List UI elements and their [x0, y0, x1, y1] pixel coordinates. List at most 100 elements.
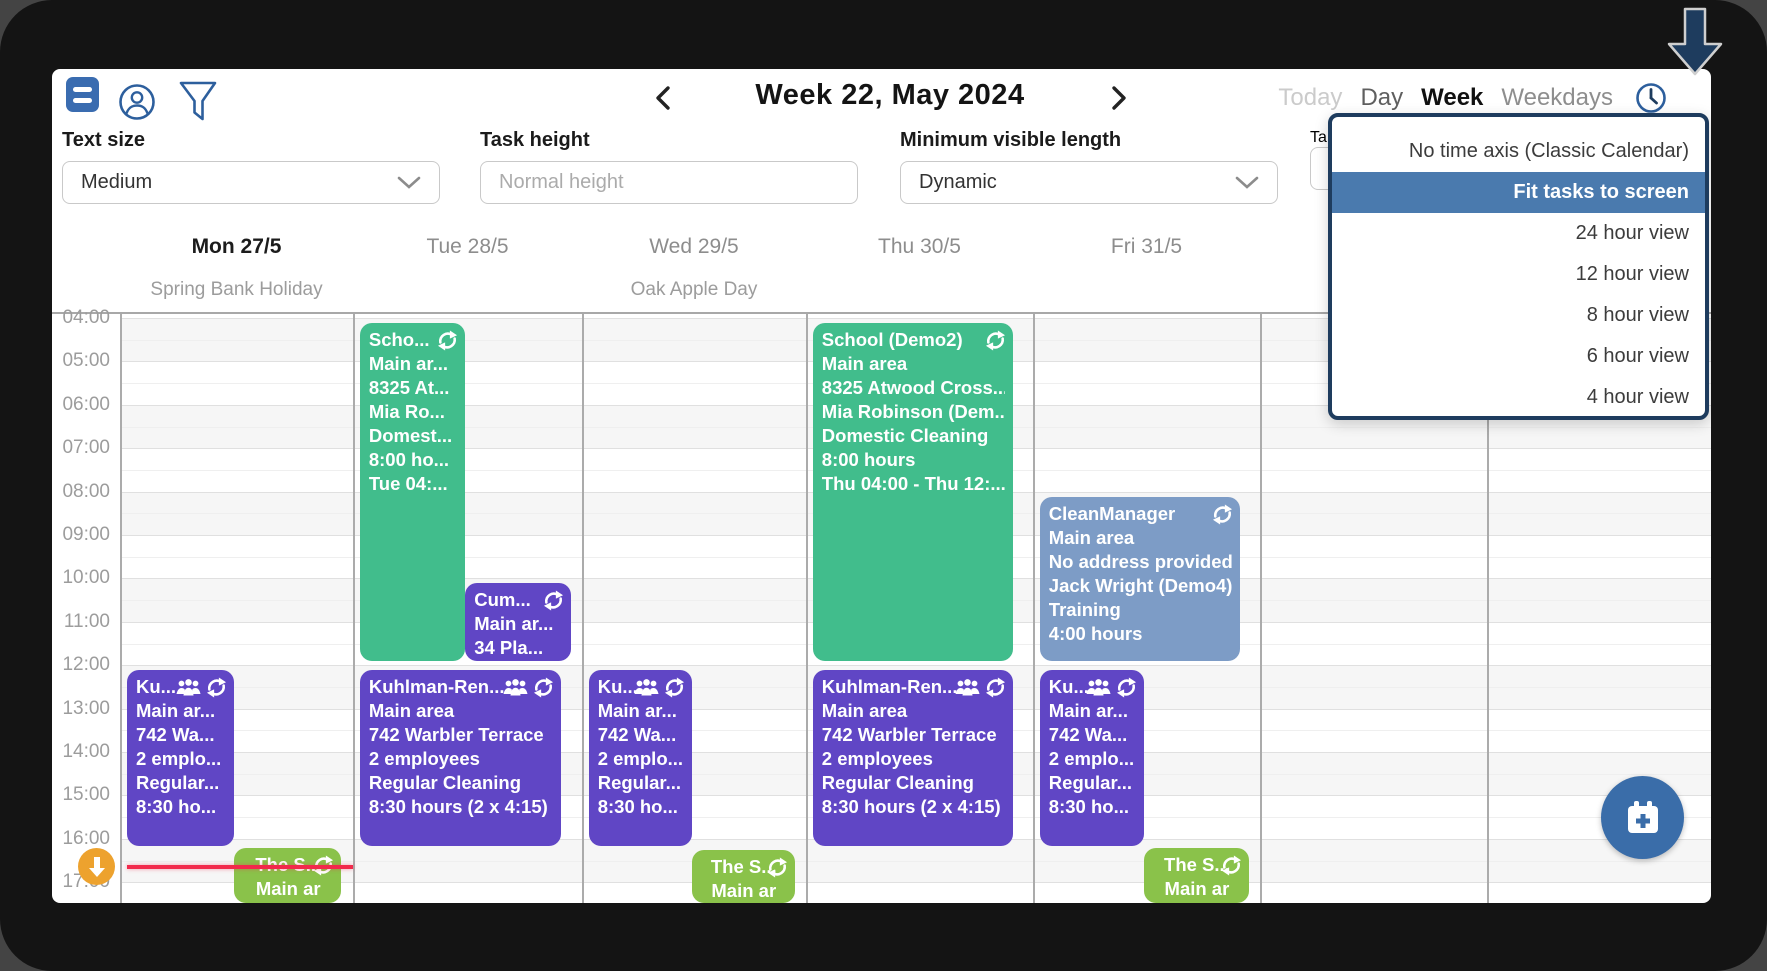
tab-week[interactable]: Week — [1421, 84, 1484, 111]
dropdown-item-no-time-axis-classic-calendar[interactable]: No time axis (Classic Calendar) — [1408, 140, 1689, 162]
event-text-line: 742 Wa... — [135, 724, 215, 746]
setting-text-size: Text size Medium — [62, 129, 440, 204]
event-text-line: 742 Wa... — [597, 724, 677, 746]
tab-weekdays[interactable]: Weekdays — [1501, 84, 1613, 111]
event-the-s-fri[interactable]: The S... Main ar — [1144, 848, 1249, 903]
event-text-line: 8325 At... — [368, 377, 450, 398]
group-icon — [176, 679, 201, 696]
dropdown-item-12-hour-view[interactable]: 12 hour view — [1575, 263, 1689, 285]
time-axis-label: 07:00 — [62, 437, 110, 459]
event-text-line: Mia Robinson (Dem... — [821, 401, 1005, 422]
prev-week-button[interactable] — [652, 85, 678, 113]
day-header-tue[interactable]: Tue 28/5 — [426, 235, 509, 258]
hour-line — [120, 318, 1711, 319]
day-header-mon[interactable]: Mon 27/5 — [191, 235, 282, 258]
column-line — [1487, 314, 1489, 903]
text-size-select[interactable]: Medium — [62, 161, 440, 204]
funnel-icon — [179, 81, 217, 121]
column-line — [1033, 314, 1035, 903]
event-text-line: Regular Cleaning — [368, 772, 521, 794]
text-size-value: Medium — [81, 171, 153, 193]
dropdown-item-fit-tasks-to-screen[interactable]: Fit tasks to screen — [1332, 172, 1705, 213]
task-height-label: Task height — [480, 129, 590, 151]
event-kuhlman-fri[interactable]: Ku... Main ar... 742 Wa... 2 emplo... Regula… — [1039, 670, 1145, 846]
day-header-thu[interactable]: Thu 30/5 — [878, 235, 961, 258]
repeat-icon — [985, 677, 1005, 698]
event-kuhlman-tue[interactable]: Kuhlman-Ren... Main area 742 Warbler Terra… — [359, 670, 562, 846]
event-text-line: 2 emplo... — [1048, 748, 1135, 770]
chevron-down-icon — [397, 176, 421, 189]
column-line — [353, 314, 355, 903]
hidden-setting-label: Ta — [1310, 129, 1327, 146]
time-axis-label: 12:00 — [62, 654, 110, 676]
column-line — [806, 314, 808, 903]
tab-today[interactable]: Today — [1278, 84, 1343, 111]
event-the-s-wed[interactable]: The S... Main ar — [691, 850, 795, 903]
min-length-label: Minimum visible length — [900, 129, 1122, 151]
min-length-select[interactable]: Dynamic — [900, 161, 1278, 204]
event-school-tue[interactable]: Scho... Main ar... 8325 At... Mia Ro... Dome… — [359, 323, 466, 662]
event-kuhlman-wed[interactable]: Ku... Main ar... 742 Wa... 2 emplo... Regula… — [588, 670, 692, 846]
week-title: Week 22, May 2024 — [755, 79, 1025, 111]
repeat-icon — [985, 330, 1005, 351]
event-text-line: 742 Warbler Terrace — [821, 724, 997, 746]
time-axis-label: 06:00 — [62, 393, 110, 415]
tab-day[interactable]: Day — [1360, 84, 1404, 111]
grid-row-tint — [120, 838, 1711, 883]
arrow-down-icon — [88, 856, 105, 877]
calendar-plus-icon — [1627, 800, 1658, 833]
event-text-line: 2 emplo... — [135, 748, 222, 770]
dropdown-item-24-hour-view[interactable]: 24 hour view — [1575, 222, 1689, 244]
event-the-s-mon[interactable]: The S...Main ar — [234, 848, 342, 903]
event-cleanmanager-fri[interactable]: CleanManager Main area No address provided… — [1039, 496, 1240, 662]
half-hour-line — [120, 860, 1711, 862]
event-text-line: Scho... — [368, 329, 430, 350]
hour-line — [120, 665, 1711, 667]
day-header-fri[interactable]: Fri 31/5 — [1110, 235, 1183, 258]
profile-button[interactable] — [118, 83, 156, 126]
column-line — [1260, 314, 1262, 903]
dropdown-item-4-hour-view[interactable]: 4 hour view — [1586, 386, 1689, 408]
next-week-button[interactable] — [1108, 85, 1134, 113]
time-axis-label: 11:00 — [63, 610, 110, 632]
event-text-line: Thu 04:00 - Thu 12:... — [821, 473, 1005, 494]
event-text-line: 8325 Atwood Cross... — [821, 377, 1005, 398]
event-text-line: Main ar... — [474, 613, 554, 635]
time-axis-label: 10:00 — [62, 567, 110, 589]
calendar-app: Week 22, May 2024 Today Day Week Weekday… — [52, 69, 1711, 903]
current-time-line — [127, 865, 353, 869]
event-text-line: The S... — [1164, 854, 1230, 876]
add-task-button[interactable] — [1601, 776, 1684, 859]
event-text-line: Domestic Cleaning — [821, 425, 989, 446]
repeat-icon — [438, 330, 458, 351]
event-kuhlman-mon[interactable]: Ku... Main ar... 742 Wa... 2 emplo... Regula… — [126, 670, 235, 846]
hidden-setting-control[interactable] — [1310, 147, 1329, 190]
scroll-to-now-button[interactable] — [78, 848, 115, 885]
event-cum-tue[interactable]: Cum... Main ar... 34 Pla... — [465, 583, 571, 662]
time-axis-label: 09:00 — [62, 524, 110, 545]
day-header-wed[interactable]: Wed 29/5 — [649, 235, 739, 258]
event-text-line: Regular... — [1048, 772, 1133, 794]
event-text-line: 2 employees — [821, 748, 933, 770]
event-text-line: 2 emplo... — [597, 748, 684, 770]
event-text-line: 8:30 ho... — [1048, 796, 1129, 818]
time-axis-clock-button[interactable] — [1635, 82, 1667, 114]
setting-task-height: Task height Normal height — [480, 129, 858, 204]
top-bar: Week 22, May 2024 Today Day Week Weekday… — [52, 69, 1711, 125]
event-kuhlman-thu[interactable]: Kuhlman-Ren... Main area 742 Warbler Terra… — [812, 670, 1013, 846]
repeat-icon — [543, 590, 563, 611]
event-text-line: Main ar — [1164, 878, 1230, 900]
task-height-input[interactable]: Normal height — [480, 161, 858, 204]
event-text-line: Training — [1048, 598, 1121, 620]
time-axis-label: 14:00 — [62, 741, 110, 762]
menu-button[interactable] — [66, 77, 99, 112]
grid-top-border — [52, 312, 1711, 314]
dropdown-item-6-hour-view[interactable]: 6 hour view — [1586, 345, 1689, 367]
event-text-line: Main area — [1048, 526, 1135, 548]
event-school-thu[interactable]: School (Demo2) Main area 8325 Atwood Cross… — [812, 323, 1013, 662]
event-text-line: Main ar... — [1048, 700, 1128, 722]
event-text-line: Main area — [821, 353, 908, 374]
filter-button[interactable] — [178, 80, 220, 129]
dropdown-item-8-hour-view[interactable]: 8 hour view — [1586, 304, 1689, 326]
event-text-line: 8:00 ho... — [368, 449, 450, 470]
